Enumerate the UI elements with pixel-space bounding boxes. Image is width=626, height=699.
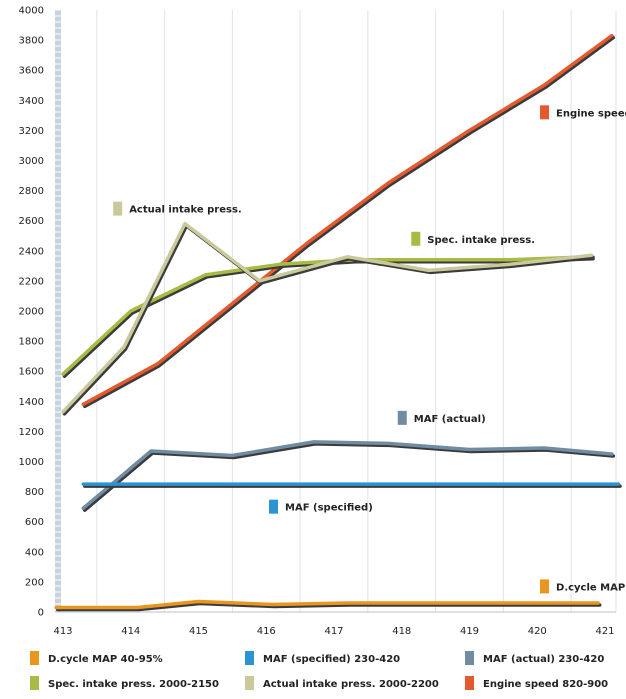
y-tick-label: 600 (25, 517, 44, 528)
x-tick-label: 414 (121, 626, 140, 637)
y-tick-label: 2200 (19, 276, 44, 287)
annotations: Engine speed Actual intake press. Spec. in… (113, 105, 626, 594)
legend-item: MAF (specified) 230-420 (263, 654, 400, 665)
x-tick-label: 417 (324, 626, 343, 637)
series-actual-intake-press- (61, 221, 595, 416)
annotation-swatch (113, 201, 123, 216)
legend-item: Spec. intake press. 2000-2150 (48, 679, 219, 690)
annotation-label: D.cycle MAP (556, 582, 625, 593)
series-shadow (62, 257, 595, 378)
series-shadow (62, 223, 595, 416)
series-line (81, 440, 614, 510)
y-axis: 0 200 400 600 800 1000 1200 1400 1600 1800 2000 220… (19, 6, 61, 619)
series-line (81, 33, 614, 407)
y-tick-label: 2000 (19, 307, 44, 318)
y-tick-label: 1400 (19, 397, 44, 408)
legend-swatch (30, 676, 39, 690)
series-shadow (83, 35, 616, 409)
x-tick-label: 418 (392, 626, 411, 637)
series-line (61, 221, 594, 414)
legend-item: MAF (actual) 230-420 (483, 654, 604, 665)
y-tick-label: 2600 (19, 216, 44, 227)
annotation-label: Engine speed (556, 108, 626, 119)
y-tick-label: 3800 (19, 36, 44, 47)
y-axis-bar (55, 10, 61, 612)
y-tick-label: 1800 (19, 337, 44, 348)
legend-swatch (465, 651, 474, 665)
y-tick-label: 1600 (19, 367, 44, 378)
series-line (54, 599, 600, 610)
annotation-swatch (397, 410, 407, 425)
y-tick-label: 3400 (19, 96, 44, 107)
annotation-swatch (411, 231, 421, 246)
x-tick-label: 421 (595, 626, 614, 637)
series-maf-specified- (81, 482, 622, 488)
x-axis: 413 414 415 416 417 418 419 420 421 (53, 611, 616, 637)
annotation-label: Actual intake press. (129, 205, 242, 216)
y-tick-label: 0 (38, 608, 44, 619)
series-layer (54, 33, 622, 612)
grid (96, 10, 617, 612)
y-tick-label: 3000 (19, 156, 44, 167)
legend-item: Actual intake press. 2000-2200 (263, 679, 439, 690)
legend-swatch (465, 676, 474, 690)
y-tick-label: 2400 (19, 246, 44, 257)
series-shadow (55, 601, 602, 612)
series-d-cycle-map (54, 599, 602, 612)
series-maf-actual- (81, 440, 616, 512)
legend-item: D.cycle MAP 40-95% (48, 654, 163, 665)
y-tick-label: 3200 (19, 126, 44, 137)
legend: D.cycle MAP 40-95% MAF (specified) 230-42… (30, 651, 608, 690)
y-tick-label: 4000 (19, 6, 44, 17)
x-tick-label: 413 (53, 626, 72, 637)
y-tick-label: 200 (25, 577, 44, 588)
y-tick-label: 1200 (19, 427, 44, 438)
x-tick-label: 415 (189, 626, 208, 637)
y-tick-label: 400 (25, 547, 44, 558)
annotation-label: Spec. intake press. (427, 235, 535, 246)
legend-swatch (245, 676, 254, 690)
y-tick-label: 800 (25, 487, 44, 498)
y-tick-label: 1000 (19, 457, 44, 468)
legend-item: Engine speed 820-900 (483, 679, 608, 690)
legend-swatch (30, 651, 39, 665)
annotation-swatch (540, 105, 550, 120)
x-tick-label: 420 (528, 626, 547, 637)
series-shadow (83, 442, 616, 512)
series-engine-speed (81, 33, 616, 409)
x-tick-label: 416 (257, 626, 276, 637)
legend-swatch (245, 651, 254, 665)
annotation-label: MAF (specified) (285, 503, 373, 514)
x-tick-label: 419 (460, 626, 479, 637)
annotation-swatch (540, 579, 550, 594)
annotation-swatch (269, 499, 279, 514)
y-tick-label: 2800 (19, 186, 44, 197)
annotation-label: MAF (actual) (414, 414, 486, 425)
y-tick-label: 3600 (19, 66, 44, 77)
